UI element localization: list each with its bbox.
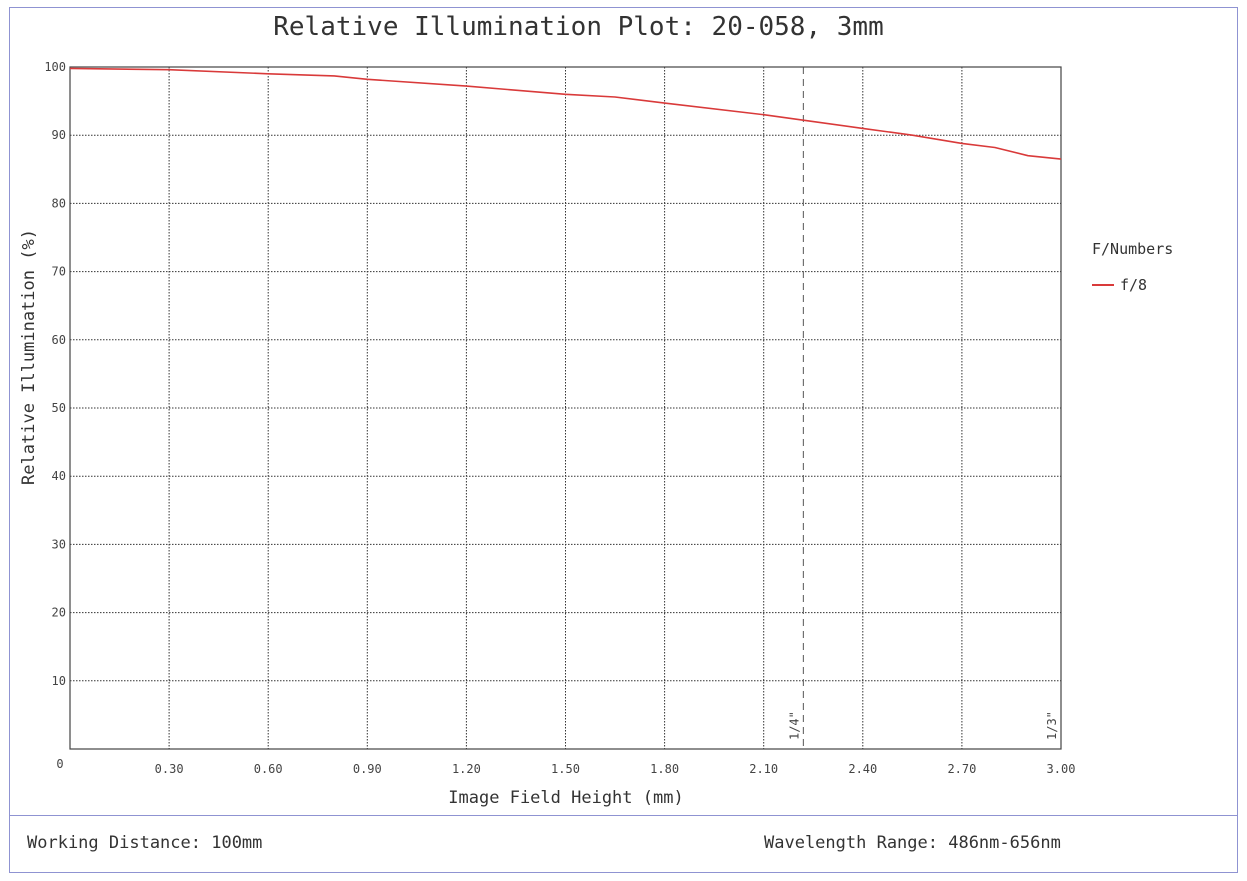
x-tick-label: 3.00 <box>1047 762 1076 776</box>
plot-border <box>69 66 1062 750</box>
x-tick-label: 1.50 <box>551 762 580 776</box>
y-tick-label: 30 <box>52 537 66 551</box>
y-axis-label: Relative Illumination (%) <box>19 229 39 485</box>
x-tick-label: 2.70 <box>947 762 976 776</box>
legend-swatch <box>1092 284 1114 286</box>
x-tick-label: 0.60 <box>254 762 283 776</box>
x-tick-label: 2.40 <box>848 762 877 776</box>
x-tick-label: 1.20 <box>452 762 481 776</box>
series-layer <box>69 67 1062 160</box>
x-axis-label: Image Field Height (mm) <box>448 788 684 808</box>
legend-item-f8: f/8 <box>1092 276 1147 294</box>
wavelength-range: Wavelength Range: 486nm-656nm <box>764 833 1061 853</box>
footer-divider <box>9 815 1238 816</box>
y-tick-label: 10 <box>52 674 66 688</box>
y-tick-label: 70 <box>52 265 66 279</box>
x-tick-labels: 0.30 0.60 0.90 1.20 1.50 1.80 2.10 2.40 2.70 3.00 <box>155 762 1076 776</box>
y-tick-label: 20 <box>52 606 66 620</box>
y-tick-labels: 10 20 30 40 50 60 70 80 90 100 0 <box>44 60 66 771</box>
y-tick-label: 40 <box>52 469 66 483</box>
origin-tick-label: 0 <box>56 757 63 771</box>
y-tick-label: 90 <box>52 128 66 142</box>
chart-frame <box>9 7 1238 873</box>
legend-title: F/Numbers <box>1092 240 1174 258</box>
y-tick-label: 60 <box>52 333 66 347</box>
sensor-marker-layer: 1/4" 1/3" <box>787 67 1062 749</box>
series-line-f8 <box>69 67 1062 160</box>
sensor-marker-label: 1/4" <box>787 711 801 740</box>
y-tick-label: 50 <box>52 401 66 415</box>
chart-title: Relative Illumination Plot: 20-058, 3mm <box>273 12 884 42</box>
x-tick-label: 0.30 <box>155 762 184 776</box>
y-tick-label: 80 <box>52 196 66 210</box>
legend-label: f/8 <box>1120 276 1148 294</box>
y-tick-label: 100 <box>44 60 66 74</box>
sensor-marker-label: 1/3" <box>1045 711 1059 740</box>
x-tick-label: 0.90 <box>353 762 382 776</box>
grid-layer <box>70 67 1061 749</box>
x-tick-label: 1.80 <box>650 762 679 776</box>
working-distance: Working Distance: 100mm <box>27 833 263 853</box>
x-tick-label: 2.10 <box>749 762 778 776</box>
